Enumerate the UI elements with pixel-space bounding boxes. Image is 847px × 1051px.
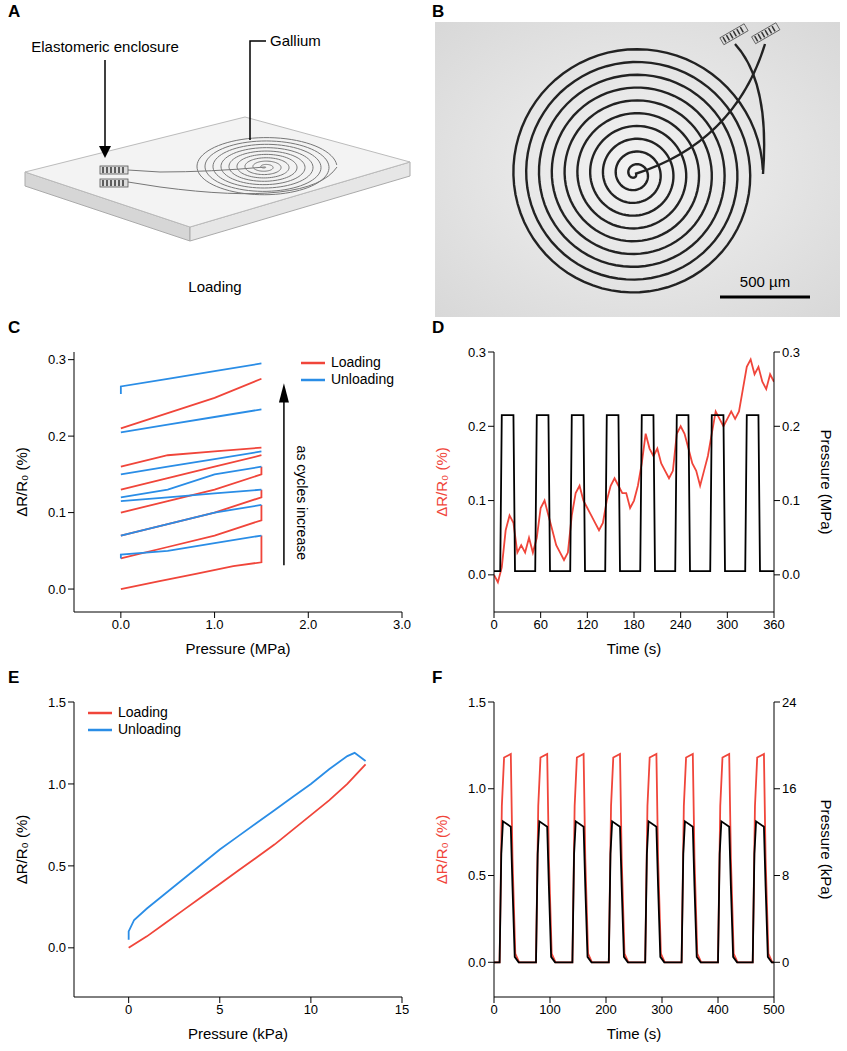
svg-text:0.2: 0.2 bbox=[48, 429, 66, 444]
svg-text:Pressure (kPa): Pressure (kPa) bbox=[188, 1025, 288, 1042]
svg-text:1.0: 1.0 bbox=[48, 777, 66, 792]
svg-text:ΔR/R₀ (%): ΔR/R₀ (%) bbox=[13, 447, 30, 517]
svg-text:Loading: Loading bbox=[188, 278, 241, 295]
html-text:A: A bbox=[8, 2, 21, 21]
svg-text:ΔR/R₀ (%): ΔR/R₀ (%) bbox=[13, 815, 30, 885]
svg-text:0.3: 0.3 bbox=[48, 352, 66, 367]
svg-text:0.2: 0.2 bbox=[468, 419, 486, 434]
svg-text:Elastomeric enclosure: Elastomeric enclosure bbox=[31, 38, 179, 55]
svg-text:8: 8 bbox=[782, 868, 789, 883]
svg-text:0.0: 0.0 bbox=[48, 582, 66, 597]
svg-text:0.0: 0.0 bbox=[468, 567, 486, 582]
svg-text:0.3: 0.3 bbox=[782, 345, 800, 360]
svg-text:240: 240 bbox=[670, 617, 692, 632]
svg-text:0.1: 0.1 bbox=[48, 505, 66, 520]
svg-text:0: 0 bbox=[490, 617, 497, 632]
svg-text:360: 360 bbox=[763, 617, 785, 632]
html-text:Unloading: Unloading bbox=[118, 721, 182, 737]
svg-text:0.1: 0.1 bbox=[468, 493, 486, 508]
svg-text:Pressure (MPa): Pressure (MPa) bbox=[185, 640, 290, 657]
html-text:C: C bbox=[8, 318, 21, 337]
svg-text:ΔR/R₀ (%): ΔR/R₀ (%) bbox=[433, 815, 450, 885]
html-text:E: E bbox=[8, 668, 20, 687]
svg-text:24: 24 bbox=[782, 695, 796, 710]
svg-text:0: 0 bbox=[125, 1002, 132, 1017]
svg-text:0.5: 0.5 bbox=[468, 868, 486, 883]
svg-text:10: 10 bbox=[304, 1002, 318, 1017]
html-text:Loading: Loading bbox=[118, 704, 168, 720]
svg-text:Pressure (kPa): Pressure (kPa) bbox=[818, 799, 835, 899]
svg-text:300: 300 bbox=[651, 1002, 673, 1017]
svg-text:as cycles increase: as cycles increase bbox=[294, 446, 310, 561]
svg-text:0: 0 bbox=[782, 955, 789, 970]
svg-text:3.0: 3.0 bbox=[393, 617, 411, 632]
svg-text:0.0: 0.0 bbox=[112, 617, 130, 632]
svg-text:0.1: 0.1 bbox=[782, 493, 800, 508]
html-text:D: D bbox=[432, 318, 445, 337]
svg-text:500 µm: 500 µm bbox=[740, 273, 790, 290]
svg-text:0.3: 0.3 bbox=[468, 345, 486, 360]
svg-text:100: 100 bbox=[539, 1002, 561, 1017]
svg-text:0.5: 0.5 bbox=[48, 859, 66, 874]
svg-text:1.5: 1.5 bbox=[468, 695, 486, 710]
svg-text:60: 60 bbox=[533, 617, 547, 632]
svg-text:200: 200 bbox=[595, 1002, 617, 1017]
svg-text:0.0: 0.0 bbox=[468, 955, 486, 970]
svg-text:0: 0 bbox=[490, 1002, 497, 1017]
svg-text:180: 180 bbox=[623, 617, 645, 632]
svg-text:15: 15 bbox=[395, 1002, 409, 1017]
svg-text:1.5: 1.5 bbox=[48, 695, 66, 710]
svg-text:Pressure (MPa): Pressure (MPa) bbox=[818, 429, 835, 534]
svg-text:0.0: 0.0 bbox=[48, 940, 66, 955]
svg-text:500: 500 bbox=[763, 1002, 785, 1017]
svg-text:1.0: 1.0 bbox=[206, 617, 224, 632]
svg-text:0.0: 0.0 bbox=[782, 567, 800, 582]
svg-text:5: 5 bbox=[216, 1002, 223, 1017]
svg-text:120: 120 bbox=[576, 617, 598, 632]
svg-text:Gallium: Gallium bbox=[270, 32, 321, 49]
svg-text:0.2: 0.2 bbox=[782, 419, 800, 434]
svg-text:16: 16 bbox=[782, 781, 796, 796]
svg-text:Time (s): Time (s) bbox=[607, 640, 661, 657]
html-text:F: F bbox=[432, 668, 443, 687]
svg-text:1.0: 1.0 bbox=[468, 781, 486, 796]
html-text:Loading: Loading bbox=[330, 354, 381, 370]
svg-text:Time (s): Time (s) bbox=[607, 1025, 661, 1042]
svg-text:400: 400 bbox=[707, 1002, 729, 1017]
svg-text:300: 300 bbox=[716, 617, 738, 632]
svg-text:2.0: 2.0 bbox=[299, 617, 317, 632]
html-text:B: B bbox=[432, 2, 445, 21]
svg-text:ΔR/R₀ (%): ΔR/R₀ (%) bbox=[433, 447, 450, 517]
html-text:Unloading: Unloading bbox=[330, 371, 394, 387]
